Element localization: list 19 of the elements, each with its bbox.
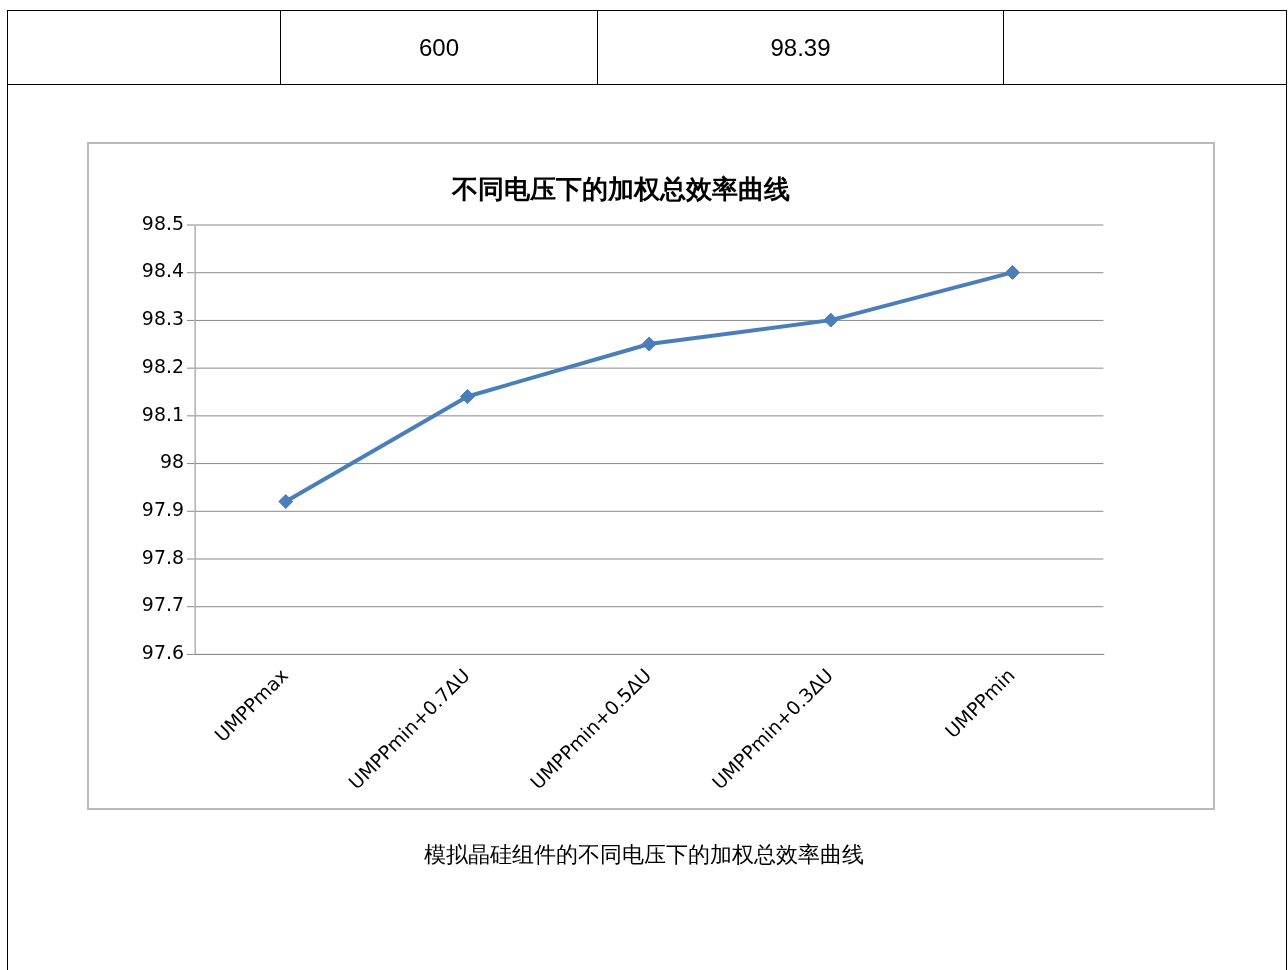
chart-title: 不同电压下的加权总效率曲线 <box>450 174 791 205</box>
text: 98.39 <box>597 10 1004 85</box>
y-tick-label: 97.9 <box>141 497 184 520</box>
y-tick-label: 98.4 <box>141 259 184 282</box>
point <box>823 312 839 328</box>
point <box>459 389 475 404</box>
y-tick-label: 98.1 <box>141 402 184 425</box>
text: 模拟晶硅组件的不同电压下的加权总效率曲线 <box>423 841 865 869</box>
y-tick-label: 97.8 <box>141 545 184 568</box>
point <box>278 494 294 509</box>
y-tick-label: 98.3 <box>141 307 184 330</box>
y-tick-label: 98.2 <box>141 354 184 377</box>
point <box>1005 264 1021 280</box>
y-tick-label: 98 <box>159 450 184 473</box>
y-tick-label: 97.6 <box>141 641 184 664</box>
text: 600 <box>280 10 598 85</box>
y-tick-label: 97.7 <box>141 593 184 616</box>
point <box>641 336 657 352</box>
y-tick-label: 98.5 <box>141 211 184 234</box>
